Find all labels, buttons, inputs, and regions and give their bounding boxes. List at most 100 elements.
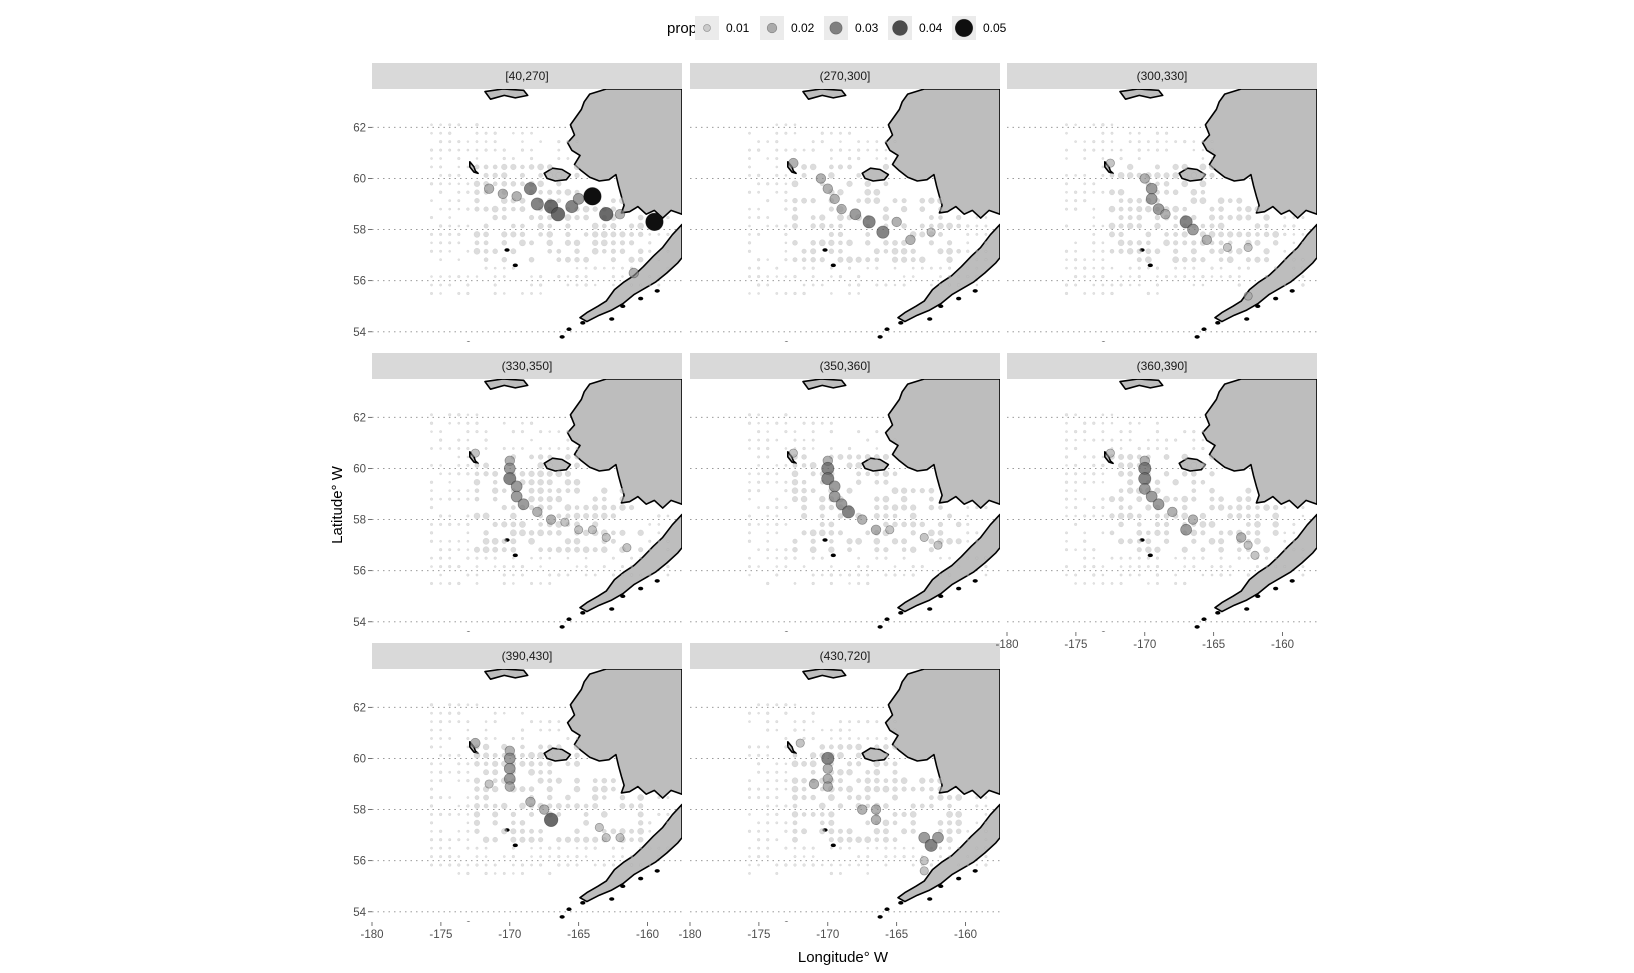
station-point (757, 548, 760, 552)
station-point (1092, 472, 1096, 476)
station-point (573, 478, 581, 486)
station-point (519, 828, 526, 834)
station-point (748, 779, 751, 783)
station-point (1074, 199, 1078, 203)
station-point (784, 522, 788, 526)
legend-item: 0.04 (888, 16, 943, 40)
data-point (615, 833, 625, 843)
station-point (775, 123, 779, 127)
station-point (884, 283, 888, 287)
station-point (792, 197, 798, 204)
station-point (1181, 180, 1189, 188)
station-point (810, 538, 816, 544)
station-point (501, 504, 507, 511)
station-point (493, 720, 497, 724)
station-point (457, 872, 461, 875)
station-point (538, 232, 543, 237)
station-point (537, 777, 544, 784)
station-point (657, 283, 661, 287)
station-point (801, 530, 807, 536)
station-point (937, 530, 944, 536)
station-point (766, 421, 770, 425)
legend-label: 0.03 (855, 21, 879, 35)
station-point (1191, 488, 1197, 493)
station-point (756, 283, 761, 287)
data-point (530, 197, 544, 211)
station-point (938, 846, 943, 850)
small-island (512, 553, 518, 558)
station-point (883, 248, 889, 254)
station-point (1292, 539, 1296, 543)
station-point (1118, 470, 1125, 477)
station-point (857, 140, 861, 144)
station-point (1283, 548, 1287, 552)
station-point (547, 488, 552, 493)
station-point (818, 529, 826, 537)
station-point (520, 223, 525, 229)
station-point (483, 164, 489, 170)
station-point (492, 487, 499, 494)
station-point (828, 828, 835, 835)
station-point (784, 123, 788, 127)
station-point (766, 430, 769, 433)
station-point (1074, 241, 1077, 245)
station-point (784, 182, 788, 186)
station-point (1172, 189, 1179, 196)
station-point (457, 421, 461, 425)
station-point (966, 224, 970, 228)
station-point (602, 266, 606, 270)
station-point (911, 855, 915, 858)
station-point (892, 777, 898, 784)
station-point (1101, 463, 1105, 468)
station-point (984, 821, 988, 825)
station-point (1183, 430, 1187, 434)
station-point (1065, 199, 1068, 203)
station-point (757, 266, 761, 270)
station-point (1101, 421, 1105, 425)
station-point (1065, 207, 1069, 211)
station-point (757, 207, 760, 211)
station-point (747, 249, 752, 253)
station-point (966, 506, 970, 509)
y-tick-label: 58 (353, 515, 366, 527)
station-point (666, 564, 670, 569)
station-point (510, 163, 517, 171)
station-point (546, 172, 553, 179)
station-point (856, 198, 861, 203)
station-point (747, 829, 752, 833)
station-point (492, 769, 499, 776)
station-point (975, 855, 979, 859)
station-point (566, 140, 570, 144)
station-point (1128, 421, 1132, 425)
station-point (593, 283, 597, 287)
station-point (520, 573, 524, 577)
station-point (757, 846, 761, 850)
station-point (865, 257, 871, 263)
station-point (637, 820, 644, 826)
station-point (1065, 447, 1068, 450)
station-point (466, 573, 470, 577)
station-point (1092, 283, 1096, 287)
station-point (1073, 505, 1078, 510)
station-point (1163, 495, 1170, 503)
station-point (474, 471, 480, 477)
station-point (775, 522, 779, 527)
station-point (1109, 231, 1115, 238)
station-point (1118, 453, 1125, 460)
small-island (1201, 617, 1207, 622)
station-point (984, 813, 988, 816)
station-point (884, 140, 888, 143)
facet-plot-area (372, 379, 682, 632)
station-point (865, 820, 871, 826)
station-point (938, 215, 943, 220)
station-point (864, 197, 871, 204)
station-point (502, 855, 506, 858)
station-point (1146, 240, 1151, 246)
small-island (609, 317, 615, 321)
station-point (784, 711, 788, 715)
station-point (448, 720, 452, 724)
station-point (1083, 266, 1087, 270)
station-point (466, 846, 470, 850)
station-point (637, 811, 644, 818)
station-point (1217, 197, 1225, 204)
